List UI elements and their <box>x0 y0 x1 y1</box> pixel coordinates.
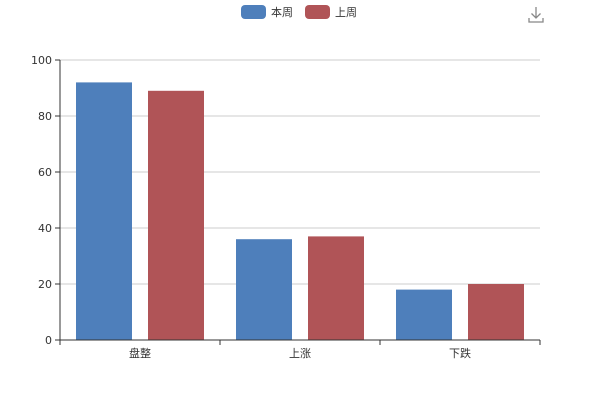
y-tick-label: 60 <box>38 166 52 179</box>
legend-swatch <box>241 5 266 19</box>
legend-label: 上周 <box>335 6 357 19</box>
y-tick-label: 0 <box>45 334 52 347</box>
y-tick-label: 40 <box>38 222 52 235</box>
download-icon[interactable] <box>526 4 546 24</box>
y-tick-label: 100 <box>31 54 52 67</box>
bars <box>76 82 524 341</box>
bar-上周-下跌[interactable] <box>468 284 524 340</box>
legend-label: 本周 <box>271 5 293 19</box>
bar-本周-下跌[interactable] <box>396 289 452 340</box>
x-tick-label: 上涨 <box>289 347 311 360</box>
y-tick-label: 80 <box>38 110 52 123</box>
x-tick-label: 盘整 <box>129 346 151 360</box>
y-tick-label: 20 <box>38 278 52 291</box>
axes: 0 20 40 60 80 100 盘整 上涨 下跌 <box>31 54 541 360</box>
legend-swatch <box>305 5 330 19</box>
bar-本周-盘整[interactable] <box>76 82 132 341</box>
legend: 本周 上周 <box>241 5 357 19</box>
bar-上周-上涨[interactable] <box>308 236 364 340</box>
legend-item-上周[interactable]: 上周 <box>305 5 357 19</box>
x-tick-label: 下跌 <box>449 346 471 360</box>
bar-本周-上涨[interactable] <box>236 239 292 340</box>
bar-上周-盘整[interactable] <box>148 90 204 340</box>
gridlines <box>60 59 540 285</box>
legend-item-本周[interactable]: 本周 <box>241 5 293 19</box>
